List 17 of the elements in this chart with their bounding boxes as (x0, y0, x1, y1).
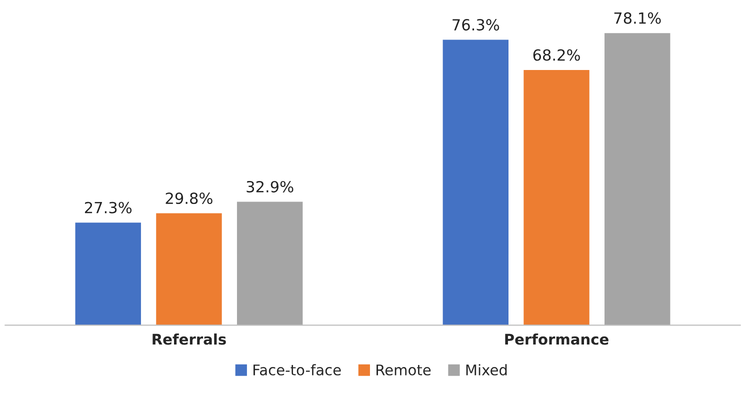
data-label: 78.1% (614, 12, 661, 24)
legend-label: Remote (376, 364, 431, 376)
data-label: 27.3% (84, 202, 132, 214)
x-tick-label: Performance (505, 333, 608, 345)
x-tick-label: Referrals (152, 333, 226, 345)
bar (75, 222, 141, 326)
data-label: 32.9% (246, 180, 294, 192)
legend-label: Face-to-face (254, 364, 341, 376)
data-label: 68.2% (533, 49, 580, 61)
legend-label: Mixed (466, 364, 507, 376)
bar (156, 213, 222, 326)
bar (442, 40, 509, 326)
data-label: 76.3% (452, 19, 500, 31)
data-label: 29.8% (166, 192, 212, 204)
bar (236, 202, 303, 326)
bar (524, 70, 590, 326)
bar (604, 33, 670, 326)
